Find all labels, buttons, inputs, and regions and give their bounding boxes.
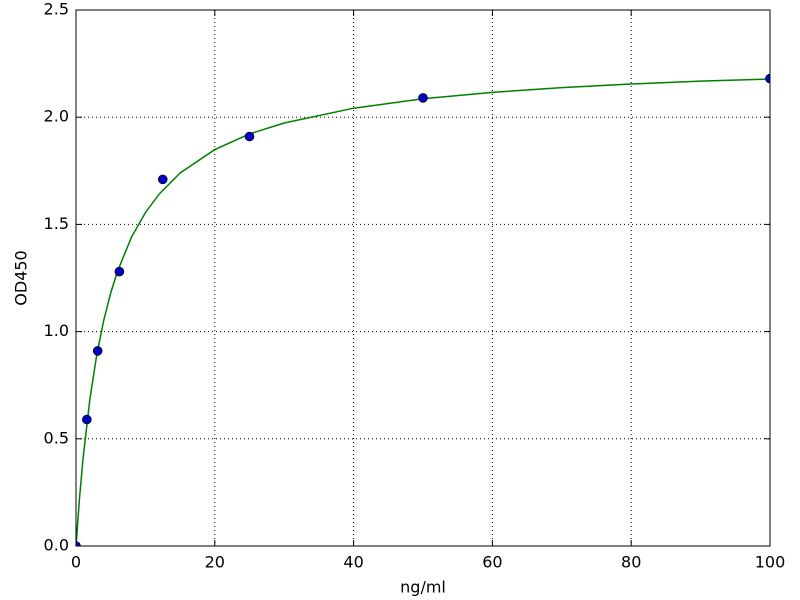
data-point <box>244 131 255 142</box>
y-tick-label: 0.0 <box>44 536 69 555</box>
y-tick-label: 2.5 <box>44 0 69 19</box>
data-point <box>157 174 168 185</box>
x-tick-label: 0 <box>71 553 81 572</box>
y-tick-label: 2.0 <box>44 107 69 126</box>
data-point <box>76 541 81 546</box>
x-tick-label: 60 <box>482 553 502 572</box>
x-tick-label: 100 <box>755 553 786 572</box>
x-tick-label: 80 <box>621 553 641 572</box>
x-axis-label: ng/ml <box>400 578 446 597</box>
y-tick-label: 1.0 <box>44 321 69 340</box>
x-tick-label: 20 <box>205 553 225 572</box>
y-axis-label: OD450 <box>12 250 31 305</box>
x-tick-label: 40 <box>343 553 363 572</box>
y-tick-label: 0.5 <box>44 428 69 447</box>
y-tick-label: 1.5 <box>44 214 69 233</box>
plot-area <box>76 73 770 546</box>
data-point <box>92 346 103 356</box>
fit-curve <box>76 78 770 546</box>
data-point <box>418 93 428 103</box>
plot-frame <box>75 9 771 547</box>
data-point <box>765 73 770 84</box>
data-point <box>114 266 125 277</box>
data-point <box>82 414 92 425</box>
